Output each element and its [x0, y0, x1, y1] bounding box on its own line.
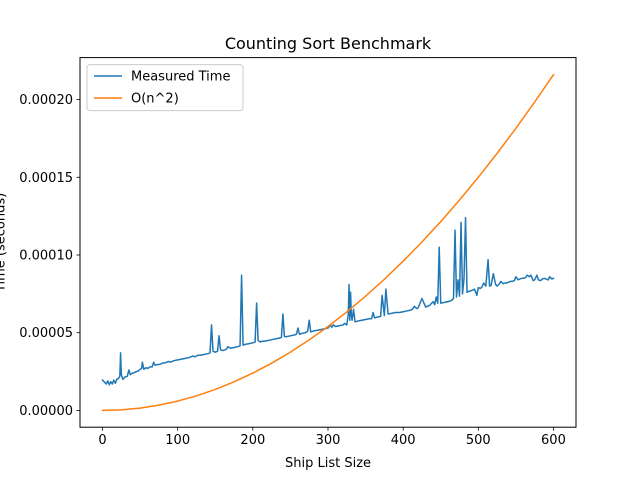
y-tick-label: 0.00005: [19, 326, 73, 341]
series-line-o-n-squared: [101, 73, 555, 412]
x-tick-label: 100: [165, 433, 190, 448]
y-tick-label: 0.00000: [19, 404, 73, 419]
x-axis-label: Ship List Size: [285, 456, 371, 471]
x-tick-label: 500: [466, 433, 491, 448]
series-line-measured-time: [101, 216, 555, 386]
y-tick-label: 0.00015: [19, 171, 73, 186]
y-tick-label: 0.00010: [19, 248, 73, 263]
x-tick-label: 0: [98, 433, 106, 448]
legend-box: [86, 64, 244, 112]
legend-label-measured-time: Measured Time: [131, 70, 230, 85]
chart-title: Counting Sort Benchmark: [225, 34, 432, 53]
x-tick-label: 300: [316, 433, 341, 448]
x-axis: 0 100 200 300 400 500 600: [98, 427, 566, 448]
y-tick-label: 0.00020: [19, 93, 73, 108]
legend: Measured Time O(n^2): [86, 64, 244, 112]
x-tick-label: 600: [541, 433, 566, 448]
x-tick-label: 400: [391, 433, 416, 448]
x-tick-label: 200: [240, 433, 265, 448]
y-axis: 0.00000 0.00005 0.00010 0.00015 0.00020: [19, 93, 80, 419]
y-axis-label: Time (seconds): [0, 193, 9, 293]
legend-label-o-n-squared: O(n^2): [131, 92, 179, 107]
plot-area: [101, 73, 555, 412]
